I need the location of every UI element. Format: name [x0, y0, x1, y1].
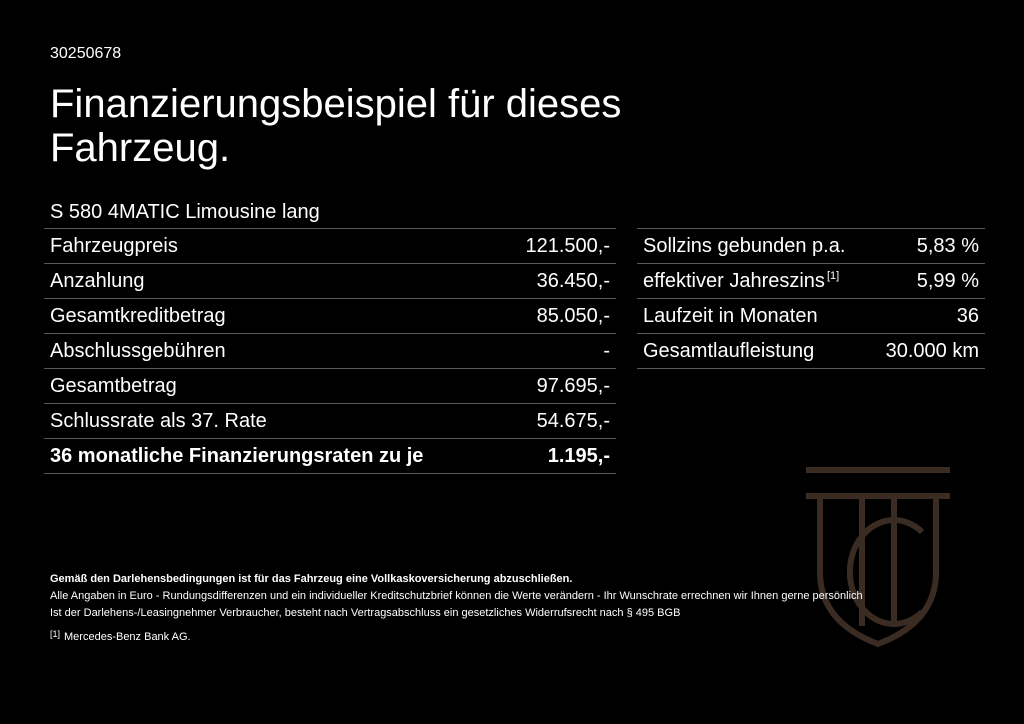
footnote-marker: [1]: [826, 269, 840, 282]
row-label: Schlussrate als 37. Rate: [44, 403, 502, 439]
table-row: Gesamtlaufleistung 30.000 km: [637, 333, 985, 369]
row-value: 85.050,-: [501, 298, 616, 334]
terms-table: Sollzins gebunden p.a. 5,83 % effektiver…: [637, 228, 985, 369]
footnote-line: [1] Mercedes-Benz Bank AG.: [50, 626, 970, 646]
table-row: Schlussrate als 37. Rate 54.675,-: [44, 403, 616, 439]
vehicle-model: S 580 4MATIC Limousine lang: [50, 201, 320, 223]
row-value: 5,83 %: [870, 228, 985, 264]
table-row: Gesamtkreditbetrag 85.050,-: [44, 298, 616, 334]
table-row: Sollzins gebunden p.a. 5,83 %: [637, 228, 985, 264]
row-value: 5,99 %: [870, 263, 985, 299]
table-row: effektiver Jahreszins [1] 5,99 %: [637, 263, 985, 299]
row-value: -: [501, 333, 616, 369]
row-value: 36: [870, 298, 985, 334]
row-label: 36 monatliche Finanzierungsraten zu je: [44, 438, 502, 474]
finance-table: Fahrzeugpreis 121.500,- Anzahlung 36.450…: [44, 228, 616, 474]
footnote-text: Mercedes-Benz Bank AG.: [64, 631, 191, 643]
monogram-logo-icon: [806, 467, 950, 648]
insurance-note: Gemäß den Darlehensbedingungen ist für d…: [50, 573, 573, 585]
monthly-rate-row: 36 monatliche Finanzierungsraten zu je 1…: [44, 438, 616, 474]
table-row: Laufzeit in Monaten 36: [637, 298, 985, 334]
footnotes-section: Gemäß den Darlehensbedingungen ist für d…: [50, 571, 970, 646]
row-value: 1.195,-: [501, 438, 616, 474]
row-label: Fahrzeugpreis: [44, 228, 502, 264]
row-label: Sollzins gebunden p.a.: [637, 228, 871, 264]
row-value: 30.000 km: [870, 333, 985, 369]
row-label: Anzahlung: [44, 263, 502, 299]
row-label: Gesamtlaufleistung: [637, 333, 871, 369]
row-label: Gesamtkreditbetrag: [44, 298, 502, 334]
table-row: Anzahlung 36.450,-: [44, 263, 616, 299]
withdrawal-note: Ist der Darlehens-/Leasingnehmer Verbrau…: [50, 607, 681, 619]
row-value: 36.450,-: [501, 263, 616, 299]
table-row: Gesamtbetrag 97.695,-: [44, 368, 616, 404]
table-row: Abschlussgebühren -: [44, 333, 616, 369]
row-value: 121.500,-: [501, 228, 616, 264]
row-label: Abschlussgebühren: [44, 333, 502, 369]
row-label: Laufzeit in Monaten: [637, 298, 871, 334]
disclaimer-line: Alle Angaben in Euro - Rundungsdifferenz…: [50, 590, 863, 602]
row-label-cell: effektiver Jahreszins [1]: [637, 263, 871, 299]
table-row: Fahrzeugpreis 121.500,-: [44, 228, 616, 264]
page-title: Finanzierungsbeispiel für dieses Fahrzeu…: [50, 82, 622, 170]
row-label: effektiver Jahreszins: [643, 269, 825, 292]
row-value: 54.675,-: [501, 403, 616, 439]
row-label: Gesamtbetrag: [44, 368, 502, 404]
reference-number: 30250678: [50, 45, 122, 62]
row-value: 97.695,-: [501, 368, 616, 404]
footnote-marker: [1]: [50, 629, 61, 639]
